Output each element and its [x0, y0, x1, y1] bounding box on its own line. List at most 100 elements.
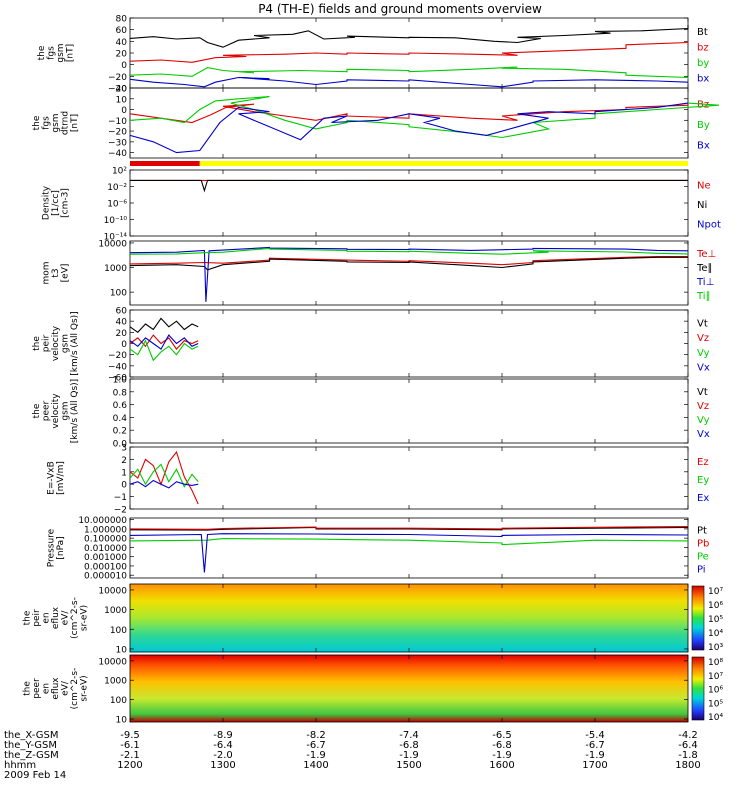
legend-entry-Te⊥: Te⊥ — [696, 249, 716, 260]
x-tick-label-hhmm: 1700 — [582, 760, 607, 771]
legend-entry-bx: bx — [697, 73, 709, 84]
y-tick-label: 0.000100 — [84, 562, 127, 572]
panel-frame — [129, 446, 689, 510]
series-line-Te⊥ — [129, 255, 688, 266]
y-tick-label: 40 — [116, 38, 128, 48]
legend-entry-by: by — [697, 58, 709, 69]
panel-ylabel: [nT] — [65, 44, 75, 62]
x-tick-label-y_gsm: -6.4 — [213, 740, 233, 751]
x-tick-label-x_gsm: -5.4 — [585, 730, 605, 741]
y-tick-label: 1 — [121, 468, 127, 478]
legend-entry-Ti⊥: Ti⊥ — [696, 277, 714, 288]
panel-ylabel: sr-eV) — [80, 675, 90, 701]
y-tick-label: 10² — [112, 167, 127, 177]
panel-ylabel: peir — [42, 334, 52, 352]
panel-ylabel: t3 — [51, 268, 61, 277]
x-tick-label-hhmm: 1200 — [117, 760, 142, 771]
panel-ylabel: eflux — [51, 677, 61, 700]
y-tick-label: 1000 — [104, 606, 127, 616]
legend-entry-Pt: Pt — [697, 526, 707, 537]
panel-ylabel: [nPa] — [56, 536, 66, 559]
x-tick-label-hhmm: 1300 — [210, 760, 235, 771]
y-tick-label: 60 — [116, 307, 128, 317]
panel-ylabel: en — [42, 612, 52, 623]
panel-ylabel: Density — [42, 185, 52, 220]
y-tick-label: 60 — [116, 26, 128, 36]
panel-ylabel: peir — [32, 609, 42, 627]
x-tick-label-hhmm: 1600 — [489, 760, 514, 771]
y-tick-label: 10000 — [98, 586, 127, 596]
x-tick-label-x_gsm: -6.5 — [492, 730, 512, 741]
panel-ylabel: the — [32, 403, 42, 418]
panel-ylabel: the — [37, 45, 47, 60]
series-line-Ti⊥ — [129, 246, 689, 302]
y-tick-label: 0.010000 — [84, 544, 127, 554]
mode-bar — [130, 161, 688, 166]
y-tick-label: 1000 — [104, 677, 127, 687]
legend-entry-Vz: Vz — [697, 401, 709, 412]
y-tick-label: 10000 — [98, 239, 127, 249]
series-line-bz — [129, 40, 689, 63]
spectrogram-peir_en_eflux — [130, 584, 688, 652]
colorbar-peer_en_eflux — [691, 656, 705, 721]
spectrogram-peer_en_eflux — [130, 655, 688, 722]
panel-ylabel: velocity — [51, 393, 61, 429]
panel-ylabel: gsm — [51, 113, 61, 132]
y-tick-label: 10⁻⁶ — [107, 200, 127, 210]
time-axis: the_X-GSM the_Y-GSM the_Z-GSM hhmm 2009 … — [4, 730, 701, 781]
legend-entry-Ni: Ni — [697, 200, 707, 211]
y-tick-label: 10⁻² — [107, 183, 127, 193]
colorbar-tick-label: 10⁸ — [708, 658, 723, 668]
legend-entry-By: By — [697, 120, 710, 131]
y-tick-label: 0.100000 — [84, 535, 127, 545]
x-tick-label-y_gsm: -6.7 — [306, 740, 326, 751]
colorbar-tick-label: 10⁶ — [708, 686, 723, 696]
y-tick-label: −20 — [108, 351, 127, 361]
panel-ylabel: E=-VxB — [46, 461, 56, 495]
panel-ylabel: eV/ — [61, 680, 71, 696]
panel-mom_t: 10000 1000 100 mom t3 [eV] Te⊥ Te∥ Ti⊥ Ti∥ — [42, 239, 716, 306]
panel-ylabel: sr-eV) — [80, 605, 90, 631]
panel-ylabel: eflux — [51, 606, 61, 629]
legend-entry-bz: bz — [697, 42, 709, 53]
y-tick-label: 100 — [110, 626, 127, 636]
x-tick-label-x_gsm: -9.5 — [120, 730, 140, 741]
panel-ylabel: [km/s (All Qs)] — [70, 379, 80, 443]
panel-ylabel: [eV] — [61, 264, 71, 283]
y-tick-label: 10 — [116, 645, 128, 655]
x-tick-label-x_gsm: -8.9 — [213, 730, 233, 741]
colorbar-tick-label: 10⁴ — [708, 629, 723, 639]
axis-row-label-hhmm: hhmm — [4, 760, 36, 771]
legend-entry-Pe: Pe — [697, 552, 709, 563]
panel-ylabel: [mV/m] — [56, 461, 66, 495]
colorbar-tick-label: 10⁵ — [708, 699, 723, 709]
panel-ylabel: gsm — [61, 401, 71, 420]
y-tick-label: −1 — [114, 493, 127, 503]
series-line-Pi — [129, 533, 689, 573]
panel-ylabel: gsm — [61, 334, 71, 353]
y-tick-label: 0 — [121, 61, 127, 71]
y-tick-label: 20 — [116, 329, 128, 339]
panel-ylabel: peer — [32, 678, 42, 699]
panel-peir_en_eflux: 10⁷ 10⁶ 10⁵ 10⁴ 10³ 10000 1000 100 10 the peir en ef… — [23, 583, 723, 655]
legend-entry-Ez: Ez — [697, 457, 709, 468]
series-line-Vt — [129, 317, 199, 334]
panel-ylabel: the — [32, 336, 42, 351]
panel-ylabel: (cm^2-s- — [70, 668, 80, 710]
x-tick-label-hhmm: 1800 — [675, 760, 700, 771]
x-tick-label-y_gsm: -6.4 — [678, 740, 698, 751]
panel-efield: 3 2 1 0 −1 −2 E=-VxB [mV/m] Ez Ey Ex — [46, 444, 709, 516]
legend-entry-Vx: Vx — [697, 363, 710, 374]
y-tick-label: 1.0 — [113, 376, 128, 386]
y-tick-label: 0.2 — [113, 427, 127, 437]
panel-ylabel: fgs — [46, 46, 56, 60]
panel-ylabel: dtrnd — [61, 111, 71, 135]
legend-entry-Vy: Vy — [697, 348, 710, 359]
panel-ylabel: [cm-3] — [61, 188, 71, 218]
x-tick-label-z_gsm: -1.8 — [678, 750, 698, 761]
legend-entry-Bz: Bz — [697, 99, 709, 110]
panel-ylabel: mom — [42, 261, 52, 284]
panel-frame — [129, 309, 689, 378]
